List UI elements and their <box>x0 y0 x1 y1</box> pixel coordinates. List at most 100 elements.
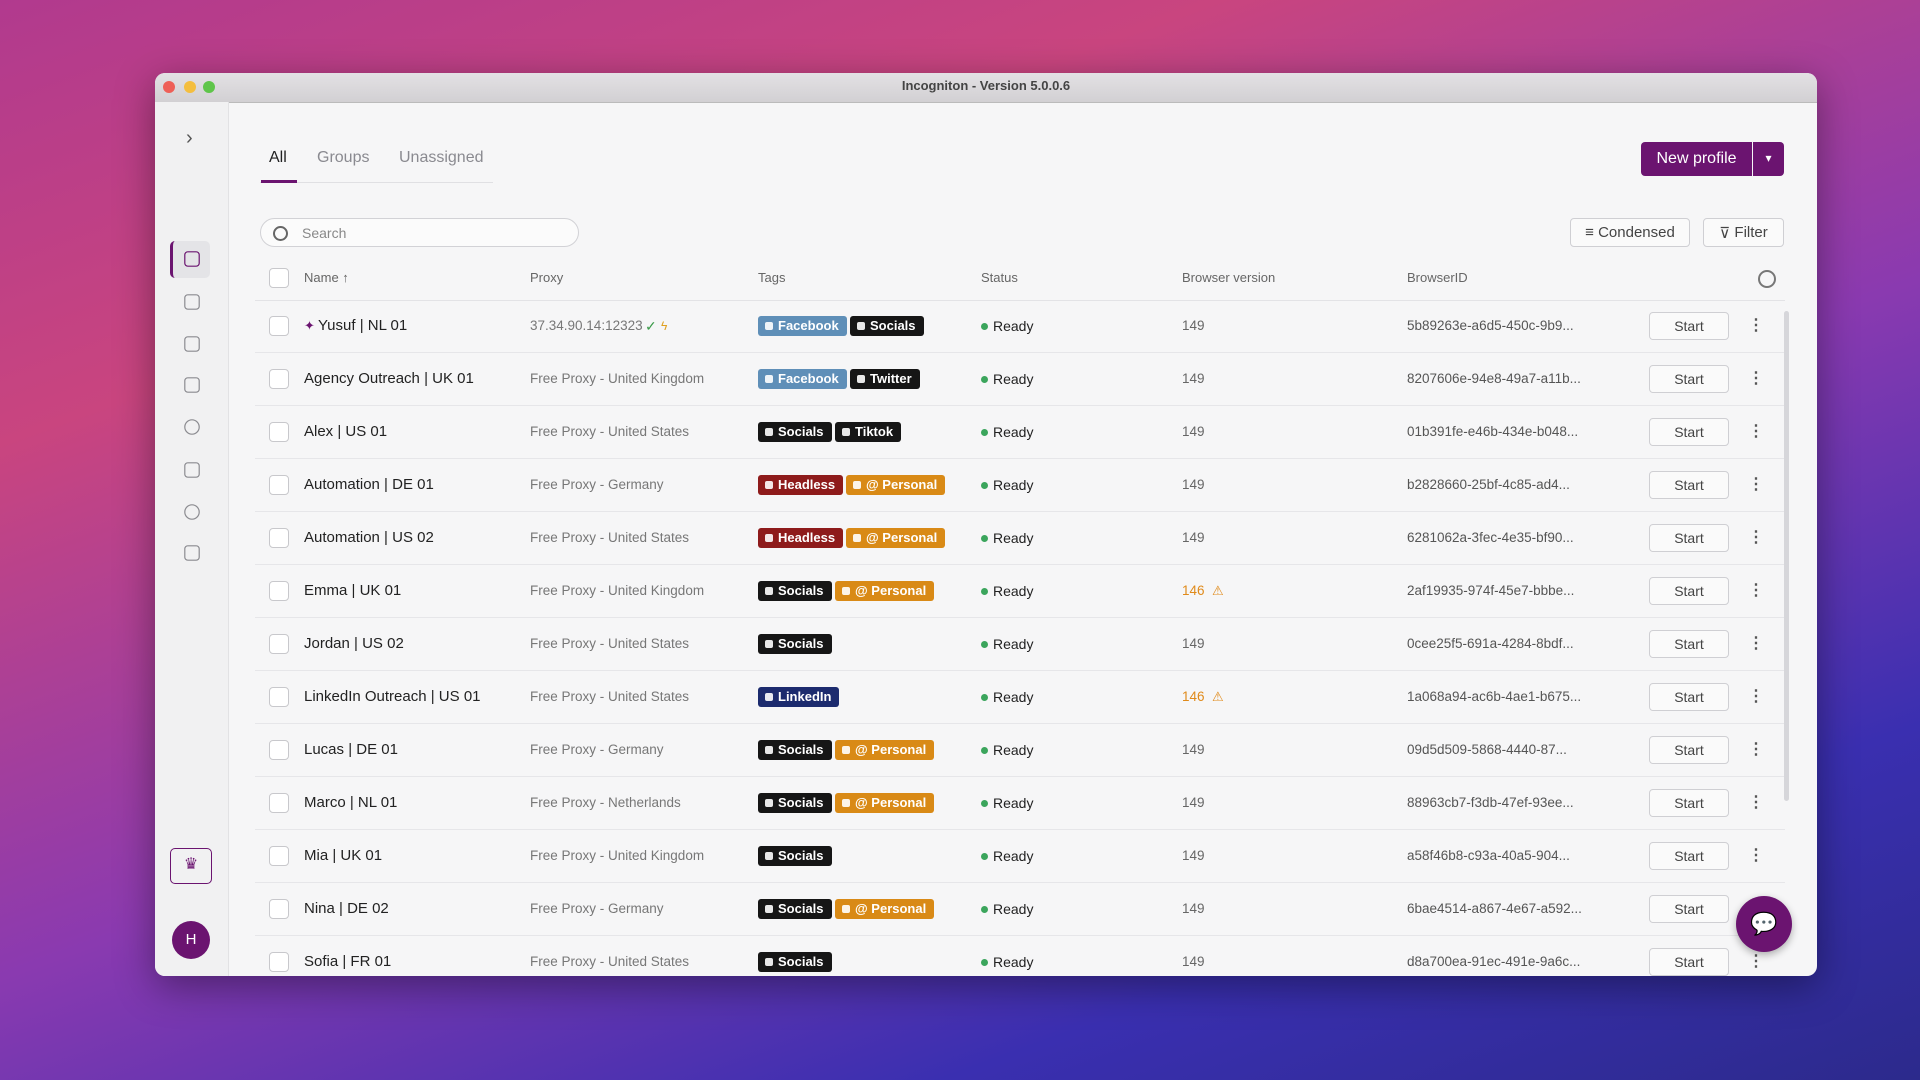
minimize[interactable] <box>184 81 196 93</box>
tag[interactable]: Socials <box>758 634 832 654</box>
column-header[interactable]: Status <box>981 270 1018 285</box>
tag[interactable]: Socials <box>758 952 832 972</box>
close[interactable] <box>163 81 175 93</box>
tag[interactable]: Socials <box>758 422 832 442</box>
row-checkbox[interactable] <box>269 369 289 389</box>
tag[interactable]: Facebook <box>758 316 847 336</box>
row-checkbox[interactable] <box>269 422 289 442</box>
row-checkbox[interactable] <box>269 475 289 495</box>
chat-button[interactable]: 💬 <box>1736 896 1792 952</box>
browser-id: 09d5d509-5868-4440-87... <box>1407 742 1567 757</box>
start-button[interactable]: Start <box>1649 365 1729 393</box>
more-menu[interactable]: ⋮ <box>1748 582 1764 599</box>
new-profile-dropdown[interactable]: ▾ <box>1753 142 1784 176</box>
tag[interactable]: Socials <box>758 740 832 760</box>
row-checkbox[interactable] <box>269 528 289 548</box>
column-header[interactable]: Tags <box>758 270 786 285</box>
start-button[interactable]: Start <box>1649 789 1729 817</box>
nav-cart[interactable] <box>184 377 200 393</box>
more-menu[interactable]: ⋮ <box>1748 635 1764 652</box>
start-button[interactable]: Start <box>1649 683 1729 711</box>
more-menu[interactable]: ⋮ <box>1748 688 1764 705</box>
tag[interactable]: Socials <box>758 846 832 866</box>
row-checkbox[interactable] <box>269 899 289 919</box>
tab[interactable]: Groups <box>317 149 370 166</box>
nav-proxy[interactable] <box>184 419 200 435</box>
tag[interactable]: @ Personal <box>835 740 935 760</box>
nav-team[interactable] <box>184 462 200 478</box>
profile-name: Marco | NL 01 <box>304 794 398 811</box>
browser-id: 0cee25f5-691a-4284-8bdf... <box>1407 636 1574 651</box>
search-box[interactable]: Search <box>260 218 579 247</box>
more-menu[interactable]: ⋮ <box>1748 741 1764 758</box>
expand[interactable]: › <box>186 127 193 149</box>
row-checkbox[interactable] <box>269 687 289 707</box>
tag[interactable]: Socials <box>758 793 832 813</box>
start-button[interactable]: Start <box>1649 948 1729 976</box>
tab[interactable]: Unassigned <box>399 149 484 166</box>
more-menu[interactable]: ⋮ <box>1748 423 1764 440</box>
start-button[interactable]: Start <box>1649 842 1729 870</box>
row-checkbox[interactable] <box>269 952 289 972</box>
tag[interactable]: Twitter <box>850 369 920 389</box>
more-menu[interactable]: ⋮ <box>1748 794 1764 811</box>
profile-name: Nina | DE 02 <box>304 900 389 917</box>
column-header[interactable]: BrowserID <box>1407 270 1468 285</box>
start-button[interactable]: Start <box>1649 895 1729 923</box>
nav-groups[interactable] <box>184 294 200 310</box>
tag[interactable]: Headless <box>758 475 844 495</box>
tag[interactable]: @ Personal <box>835 899 935 919</box>
start-button[interactable]: Start <box>1649 471 1729 499</box>
tag[interactable]: Socials <box>850 316 924 336</box>
condensed-button[interactable]: ≡ Condensed <box>1570 218 1690 247</box>
column-settings[interactable] <box>1758 270 1776 288</box>
tag[interactable]: Facebook <box>758 369 847 389</box>
proxy: Free Proxy - Germany <box>530 742 664 757</box>
tag[interactable]: Tiktok <box>835 422 902 442</box>
tag[interactable]: @ Personal <box>835 793 935 813</box>
version-warning: ⚠ <box>1212 689 1224 704</box>
start-label: Start <box>1674 636 1704 652</box>
tag[interactable]: @ Personal <box>846 475 946 495</box>
row-checkbox[interactable] <box>269 581 289 601</box>
more-menu[interactable]: ⋮ <box>1748 953 1764 970</box>
nav-trash[interactable] <box>184 545 200 561</box>
start-button[interactable]: Start <box>1649 577 1729 605</box>
tag[interactable]: @ Personal <box>846 528 946 548</box>
start-button[interactable]: Start <box>1649 418 1729 446</box>
filter-button[interactable]: ⊽ Filter <box>1703 218 1784 247</box>
more-menu[interactable]: ⋮ <box>1748 317 1764 334</box>
tag[interactable]: Socials <box>758 581 832 601</box>
browser-id: a58f46b8-c93a-40a5-904... <box>1407 848 1570 863</box>
tag[interactable]: Socials <box>758 899 832 919</box>
more-menu[interactable]: ⋮ <box>1748 529 1764 546</box>
tab[interactable]: All <box>269 149 287 166</box>
nav-bag[interactable] <box>184 336 200 352</box>
row-checkbox[interactable] <box>269 634 289 654</box>
start-button[interactable]: Start <box>1649 312 1729 340</box>
start-button[interactable]: Start <box>1649 524 1729 552</box>
upgrade[interactable]: ♛ <box>170 848 212 884</box>
tag[interactable]: @ Personal <box>835 581 935 601</box>
column-header[interactable]: Proxy <box>530 270 564 285</box>
row-checkbox[interactable] <box>269 793 289 813</box>
more-menu[interactable]: ⋮ <box>1748 370 1764 387</box>
more-menu[interactable]: ⋮ <box>1748 476 1764 493</box>
nav-settings[interactable] <box>184 504 200 520</box>
row-checkbox[interactable] <box>269 740 289 760</box>
row-checkbox[interactable] <box>269 316 289 336</box>
more-menu[interactable]: ⋮ <box>1748 847 1764 864</box>
tag[interactable]: LinkedIn <box>758 687 840 707</box>
start-button[interactable]: Start <box>1649 630 1729 658</box>
tag[interactable]: Headless <box>758 528 844 548</box>
new-profile-button[interactable]: New profile <box>1641 142 1752 176</box>
column-header[interactable]: Browser version <box>1182 270 1276 285</box>
column-header[interactable]: Name ↑ <box>304 270 349 285</box>
zoom[interactable] <box>203 81 215 93</box>
row-checkbox[interactable] <box>269 846 289 866</box>
select-all[interactable] <box>269 268 289 288</box>
start-button[interactable]: Start <box>1649 736 1729 764</box>
nav-profiles[interactable] <box>184 251 200 267</box>
avatar[interactable]: H <box>172 921 210 959</box>
row-line <box>255 723 1785 724</box>
